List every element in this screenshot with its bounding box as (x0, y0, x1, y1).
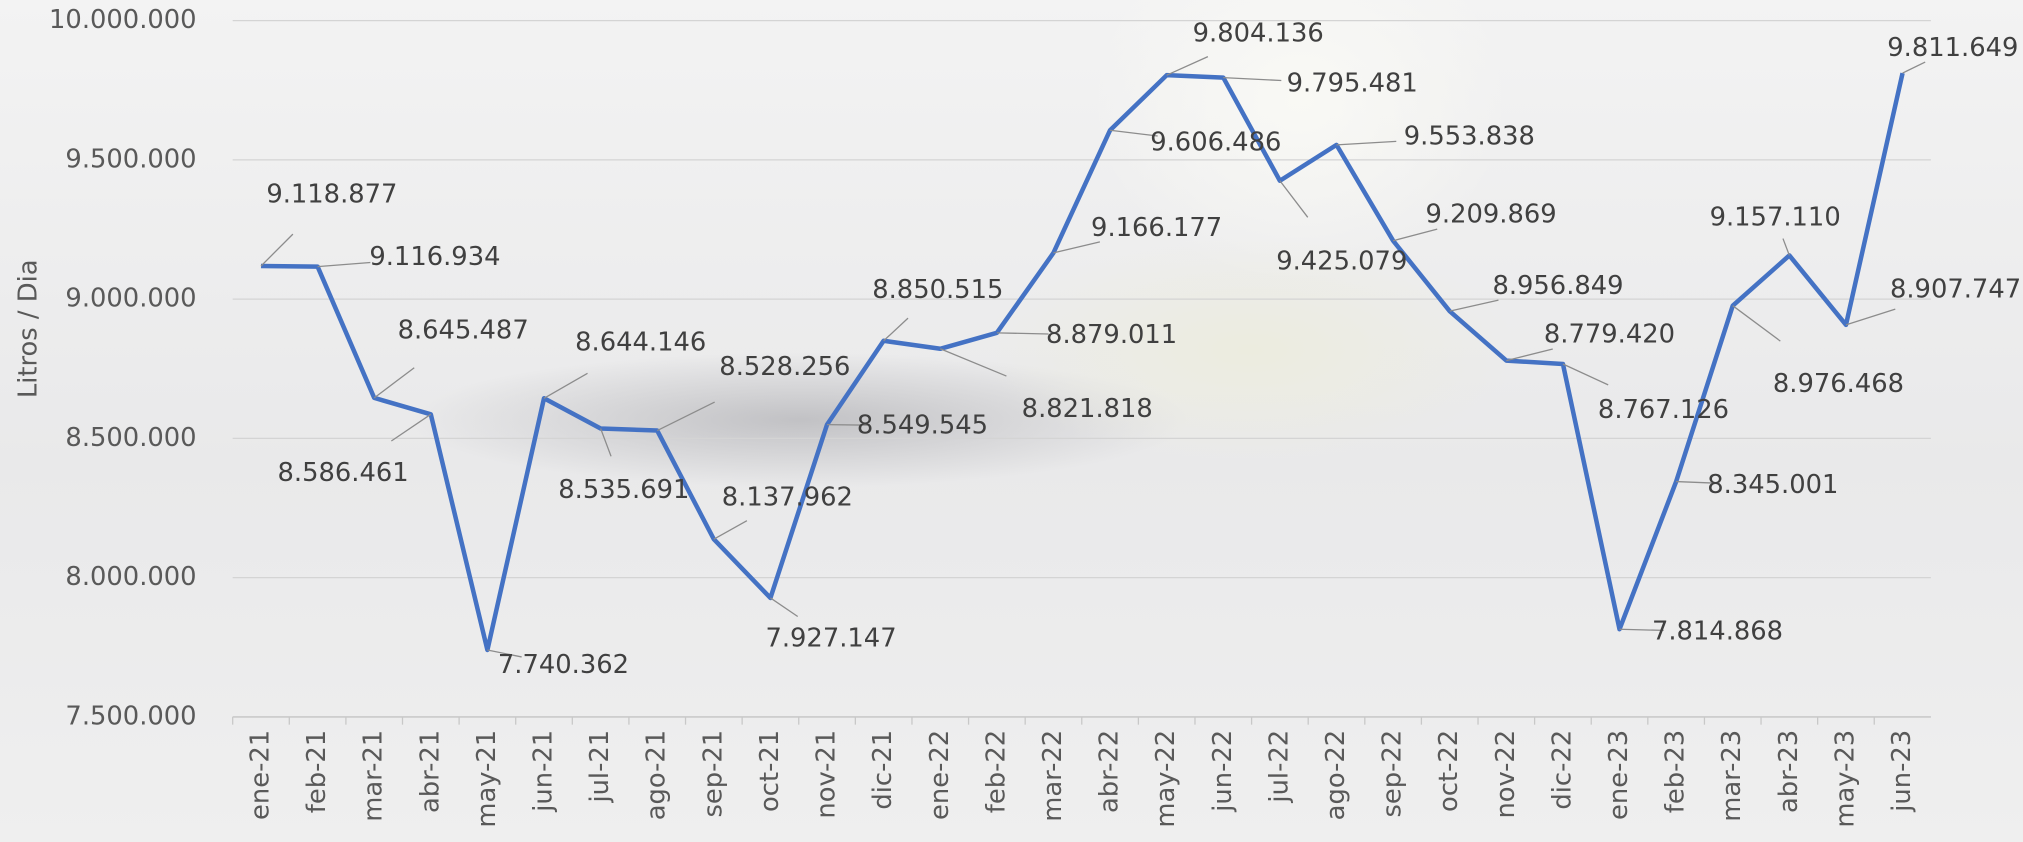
y-tick-label: 7.500.000 (65, 701, 196, 731)
leader-line (997, 333, 1049, 334)
x-tick-label: jun-21 (529, 730, 559, 813)
x-tick-label: abr-22 (1095, 730, 1125, 813)
leader-line (1167, 57, 1208, 76)
data-label: 9.553.838 (1404, 122, 1535, 152)
x-tick-label: mar-23 (1717, 730, 1747, 822)
y-tick-label: 9.000.000 (65, 284, 196, 314)
data-label: 8.345.001 (1707, 470, 1838, 500)
x-tick-label: abr-21 (415, 730, 445, 813)
x-tick-label: oct-22 (1434, 730, 1464, 812)
x-tick-label: may-23 (1830, 730, 1860, 828)
y-axis-title: Litros / Dia (13, 259, 43, 398)
y-tick-label: 10.000.000 (49, 5, 197, 35)
data-label: 8.907.747 (1890, 275, 2021, 305)
y-tick-label: 8.000.000 (65, 562, 196, 592)
leader-line (1280, 181, 1308, 218)
x-tick-label: feb-21 (302, 730, 332, 813)
x-tick-label: ago-21 (642, 730, 672, 820)
x-tick-label: may-21 (472, 730, 502, 828)
leader-line (1393, 229, 1437, 241)
data-label: 9.157.110 (1710, 202, 1841, 232)
x-tick-label: dic-22 (1547, 730, 1577, 810)
chart: Litros / Dia 7.500.000 8.000.000 8.500.000… (0, 0, 2023, 842)
data-label: 8.528.256 (719, 352, 850, 382)
leader-line (374, 368, 414, 398)
data-label: 8.821.818 (1022, 394, 1153, 424)
y-tick-label: 9.500.000 (65, 144, 196, 174)
data-label: 9.606.486 (1150, 128, 1281, 158)
x-tick-label: ene-21 (245, 730, 275, 820)
data-label: 9.209.869 (1426, 199, 1557, 229)
leader-line (261, 234, 293, 266)
leader-line (657, 402, 714, 430)
data-label: 8.850.515 (872, 275, 1003, 305)
leader-line (1450, 300, 1499, 311)
x-tick-label: nov-22 (1491, 730, 1521, 819)
x-tick-label: nov-21 (812, 730, 842, 819)
data-label: 8.535.691 (558, 475, 689, 505)
x-tick-label: abr-23 (1774, 730, 1804, 813)
data-label: 8.137.962 (722, 482, 853, 512)
leader-line (1783, 239, 1789, 256)
leader-line (601, 428, 611, 456)
leader-line (714, 521, 747, 540)
x-tick-label: ene-23 (1604, 730, 1634, 820)
data-label: 9.166.177 (1091, 213, 1222, 243)
x-tick-label: sep-21 (698, 730, 728, 818)
leader-line (1053, 242, 1099, 253)
leader-line (1337, 141, 1397, 144)
x-tick-label: jul-21 (585, 730, 615, 804)
data-label: 9.795.481 (1287, 69, 1418, 99)
leader-line (884, 318, 908, 341)
data-label: 8.976.468 (1773, 369, 1904, 399)
x-tick-label: ene-22 (925, 730, 955, 820)
data-label: 8.586.461 (278, 458, 409, 488)
x-tick-label: oct-21 (755, 730, 785, 812)
leader-line (1903, 62, 1926, 73)
data-label: 7.740.362 (498, 650, 629, 680)
data-label: 8.645.487 (398, 315, 529, 345)
data-label: 8.779.420 (1544, 319, 1675, 349)
data-label: 9.118.877 (266, 180, 397, 210)
page: Litros / Dia 7.500.000 8.000.000 8.500.000… (0, 0, 2023, 842)
x-tick-label: ago-22 (1321, 730, 1351, 820)
data-label: 7.927.147 (765, 624, 896, 654)
data-label: 8.767.126 (1598, 395, 1729, 425)
data-label: 7.814.868 (1652, 616, 1783, 646)
leader-line (318, 263, 371, 267)
leader-line (1846, 309, 1895, 325)
leader-line (1223, 78, 1281, 81)
x-tick-label: sep-22 (1378, 730, 1408, 818)
data-label: 9.811.649 (1887, 33, 2018, 63)
x-tick-label: may-22 (1151, 730, 1181, 828)
data-label: 8.549.545 (857, 410, 988, 440)
y-tick-label: 8.500.000 (65, 423, 196, 453)
data-label: 9.804.136 (1193, 18, 1324, 48)
leader-line (1563, 364, 1608, 385)
leader-line (391, 414, 430, 441)
x-tick-label: jun-23 (1887, 730, 1917, 813)
x-tick-label: dic-21 (868, 730, 898, 810)
leader-line (1733, 306, 1781, 341)
data-label: 9.425.079 (1276, 246, 1407, 276)
x-tick-label: feb-23 (1661, 730, 1691, 813)
leader-line (770, 598, 797, 617)
data-label: 9.116.934 (369, 242, 500, 272)
x-tick-label: feb-22 (981, 730, 1011, 813)
x-tick-label: jul-22 (1264, 730, 1294, 804)
data-label: 8.879.011 (1046, 320, 1177, 350)
leader-line (940, 349, 1006, 376)
x-tick-label: mar-22 (1038, 730, 1068, 822)
leader-line (1506, 349, 1552, 361)
x-tick-label: mar-21 (359, 730, 389, 822)
leader-line (544, 373, 588, 398)
data-label: 8.956.849 (1492, 271, 1623, 301)
data-label: 8.644.146 (575, 327, 706, 357)
x-tick-label: jun-22 (1208, 730, 1238, 813)
